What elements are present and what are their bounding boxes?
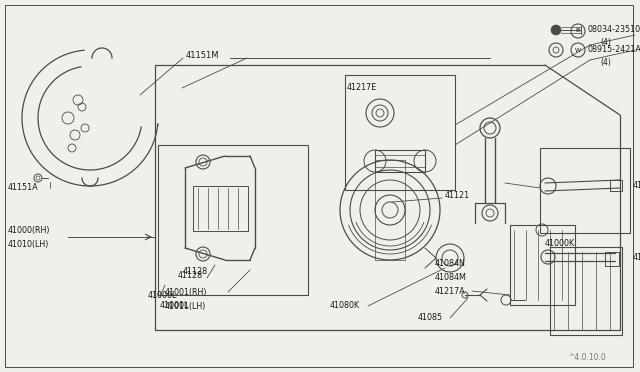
Bar	[610, 180, 622, 191]
Text: 08915-2421A: 08915-2421A	[588, 45, 640, 55]
Text: W: W	[575, 48, 581, 52]
Text: (4): (4)	[600, 38, 611, 46]
Text: 41000K: 41000K	[545, 238, 575, 247]
Text: 41151A: 41151A	[8, 183, 38, 192]
Text: 41000L: 41000L	[160, 301, 189, 310]
Bar	[510, 225, 575, 305]
Text: 41010(LH): 41010(LH)	[8, 241, 49, 250]
Text: 41217A: 41217A	[435, 286, 466, 295]
Text: (4): (4)	[600, 58, 611, 67]
Text: 41128: 41128	[178, 270, 203, 279]
Bar	[550, 247, 622, 335]
Text: ^4.0.10.0: ^4.0.10.0	[568, 353, 605, 362]
Text: 41080K: 41080K	[330, 301, 360, 311]
Text: 41217M: 41217M	[633, 180, 640, 189]
Text: 08034-23510: 08034-23510	[588, 26, 640, 35]
Bar	[375, 150, 425, 172]
Text: 41217: 41217	[633, 253, 640, 262]
Text: 41084N: 41084N	[435, 259, 466, 267]
Text: 41151M: 41151M	[186, 51, 220, 61]
Text: 41000L: 41000L	[148, 292, 177, 301]
Bar	[158, 145, 308, 295]
Text: 41000(RH): 41000(RH)	[8, 225, 51, 234]
Text: B: B	[576, 29, 580, 33]
Text: 41128: 41128	[183, 267, 208, 276]
Text: 41085: 41085	[418, 314, 443, 323]
Bar	[375, 160, 405, 260]
Bar	[540, 148, 630, 233]
Bar	[345, 75, 455, 190]
Text: 41217E: 41217E	[347, 83, 377, 92]
Circle shape	[551, 25, 561, 35]
Text: 41084M: 41084M	[435, 273, 467, 282]
Text: 41011(LH): 41011(LH)	[165, 301, 206, 311]
Text: 41001(RH): 41001(RH)	[165, 288, 207, 296]
Bar	[605, 252, 619, 266]
Text: 41121: 41121	[445, 190, 470, 199]
